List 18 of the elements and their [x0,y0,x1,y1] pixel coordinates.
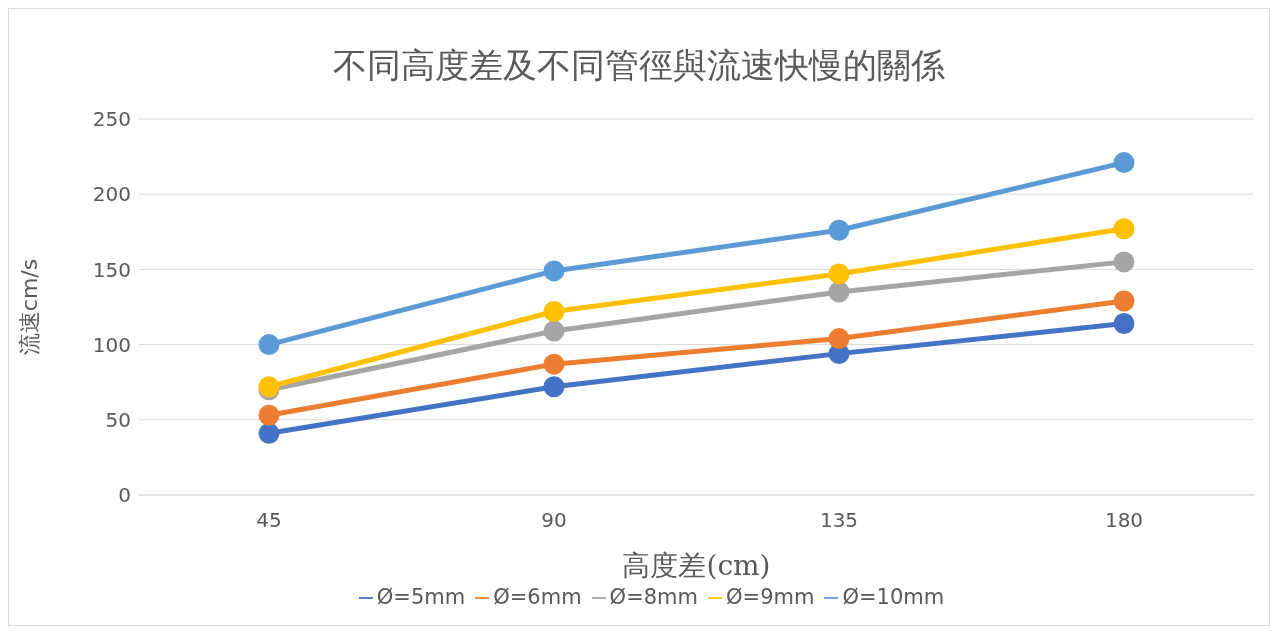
legend-label: Ø=6mm [493,585,582,609]
y-tick-label: 50 [105,407,131,432]
x-tick-label: 135 [819,508,859,533]
legend-label: Ø=9mm [726,585,815,609]
x-tick-label: 180 [1104,508,1144,533]
y-tick-label: 250 [92,107,131,132]
chart-title: 不同高度差及不同管徑與流速快慢的關係 [332,44,946,87]
y-tick-label: 0 [118,483,131,508]
legend-label: Ø=8mm [609,585,699,609]
x-tick-label: 90 [541,508,567,533]
legend-label: Ø=5mm [376,585,466,609]
y-tick-label: 150 [92,257,131,282]
y-axis-title: 流速cm/s [16,258,42,356]
y-tick-label: 200 [92,182,131,207]
y-tick-label: 100 [92,332,131,357]
x-tick-label: 45 [256,508,282,533]
x-axis-title: 高度差(cm) [622,549,771,582]
legend-label: Ø=10mm [842,585,945,609]
